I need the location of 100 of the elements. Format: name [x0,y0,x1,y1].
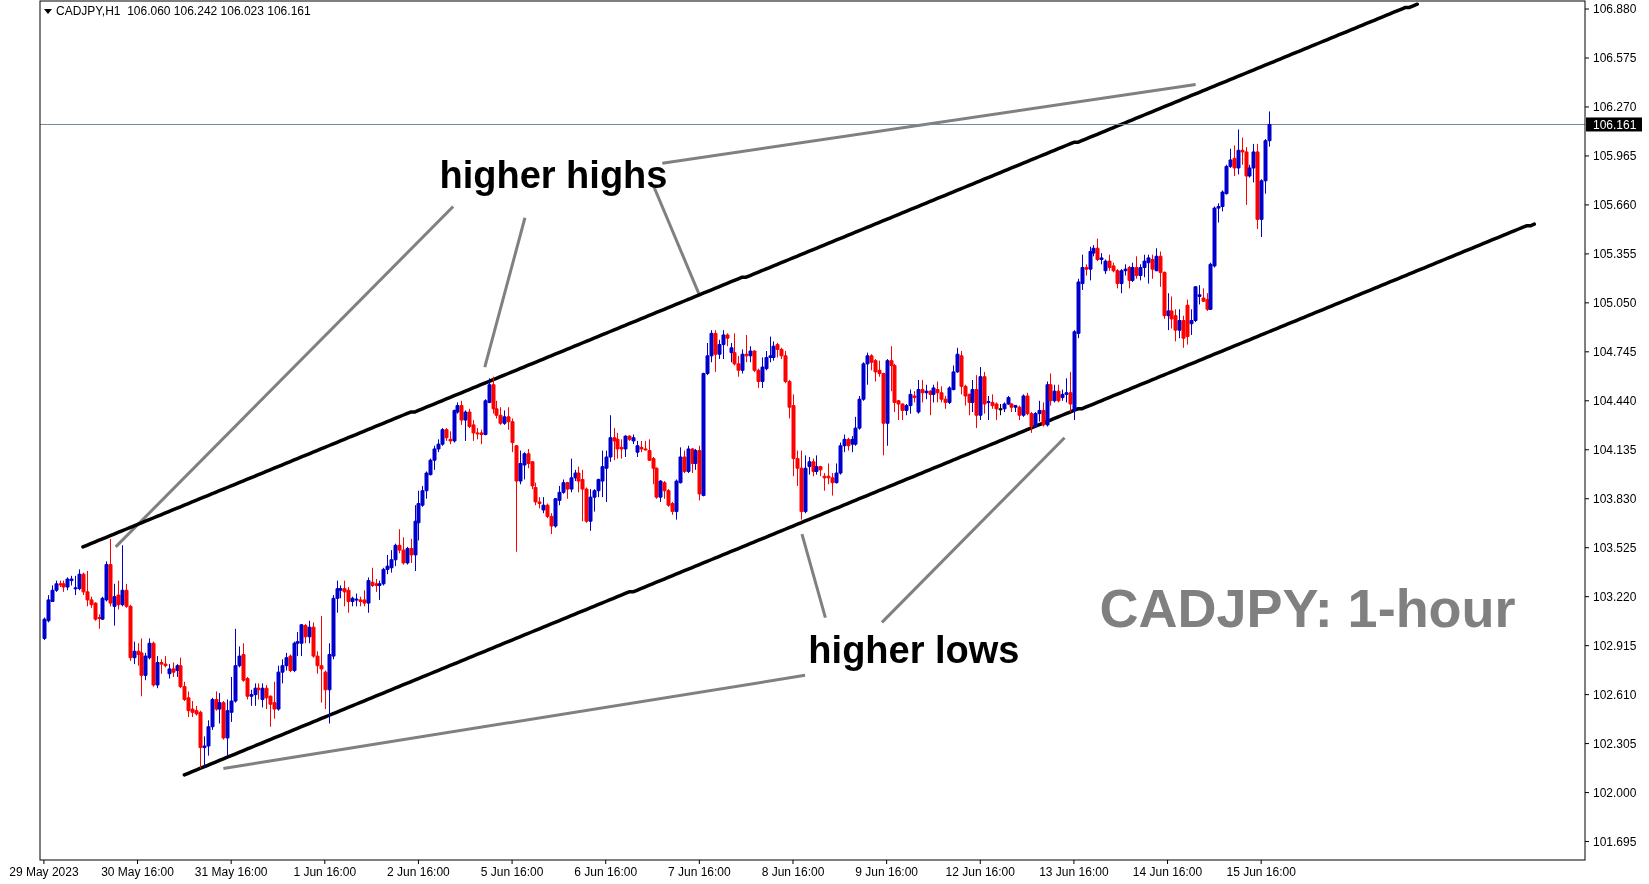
y-tick-label: 102.610 [1593,687,1637,702]
candlestick [565,481,570,500]
y-tick-label: 104.135 [1593,442,1637,457]
candlestick [260,682,265,708]
candlestick [1130,262,1135,283]
candlestick [1037,400,1042,423]
candlestick [775,342,780,358]
candlestick [1088,246,1093,281]
y-tick-label: 105.355 [1593,247,1637,262]
y-tick-label: 101.695 [1593,834,1637,849]
candlestick [159,658,164,675]
candlestick [623,434,628,458]
candlestick [986,395,991,421]
candlestick [167,663,172,680]
candlestick [1251,143,1256,183]
candlestick [588,488,593,532]
candlestick [350,596,355,607]
candlestick [1154,247,1159,272]
candlestick [1255,143,1260,230]
candlestick [502,409,507,426]
candlestick [479,429,484,445]
x-tick-label: 14 Jun 16:00 [1132,865,1203,879]
y-tick-label: 102.000 [1593,785,1637,800]
candlestick [920,379,925,403]
candlestick [1095,238,1100,262]
candlestick [217,692,222,725]
candlestick [627,434,632,442]
candlestick [713,329,718,373]
candlestick [811,458,816,477]
candlestick [693,448,698,471]
candlestick [1041,401,1046,427]
candlestick [697,445,702,501]
candlestick [444,427,449,442]
candlestick [569,458,574,493]
candlestick [214,690,219,712]
candlestick [77,568,82,591]
candlestick [1150,254,1155,280]
candlestick [818,465,823,477]
annotation: higher lows [808,628,1020,671]
candlestick [1056,384,1061,403]
candlestick [924,384,929,400]
candlestick [600,450,605,498]
x-tick-label: 31 May 16:00 [194,865,268,879]
candlestick [615,432,620,460]
candlestick [491,376,496,415]
candlestick [803,454,808,514]
candlestick [658,479,663,503]
candlestick [65,576,70,591]
candlestick [1009,402,1014,413]
candlestick [799,450,804,521]
candlestick [974,374,979,429]
line-series [182,222,1537,777]
candlestick [256,682,261,700]
candlestick [1021,393,1026,418]
candlestick [307,620,312,644]
candlestick [814,454,819,476]
candlestick [1048,373,1053,407]
candlestick [288,653,293,673]
candlestick [748,345,753,363]
candlestick [744,334,749,363]
y-tick-label: 103.220 [1593,589,1637,604]
y-tick-label: 102.305 [1593,736,1637,751]
candlestick [935,381,940,403]
candlestick [900,402,905,421]
x-tick-label: 2 Jun 16:00 [387,865,451,879]
x-tick-label: 8 Jun 16:00 [761,865,825,879]
x-tick-label: 29 May 2023 [9,865,79,879]
candlestick [299,623,304,657]
y-tick-label: 106.880 [1593,2,1637,17]
candlestick [908,389,913,415]
candlestick [1052,384,1057,403]
candlestick [580,469,585,522]
candlestick [725,332,730,347]
candlestick [978,366,983,421]
chart-subtitle: CADJPY,H1 106.060 106.242 106.023 106.161 [56,4,311,18]
y-tick-label: 103.830 [1593,491,1637,506]
annotation: higher highs [439,153,668,196]
candlestick [354,592,359,607]
candlestick [448,430,453,445]
y-tick-label: 106.575 [1593,51,1637,66]
candlestick [1119,268,1124,294]
candlestick [151,641,156,688]
candlestick [740,348,745,374]
candlestick [1236,128,1241,175]
ref-line-label: 106.161 [1593,117,1637,132]
candlestick [1185,299,1190,346]
candlestick [112,583,117,627]
candlestick [928,389,933,416]
candlestick [885,358,890,447]
candlestick [912,390,917,403]
candlestick [108,538,113,607]
y-tick-label: 105.965 [1593,149,1637,164]
candlestick [729,342,734,363]
candlestick [682,450,687,474]
candlestick [1166,292,1171,331]
text: CADJPY: 1-hour [1099,577,1516,638]
candlestick [366,576,371,614]
candlestick [362,589,367,607]
candlestick [982,371,987,415]
candlestick [970,379,975,413]
